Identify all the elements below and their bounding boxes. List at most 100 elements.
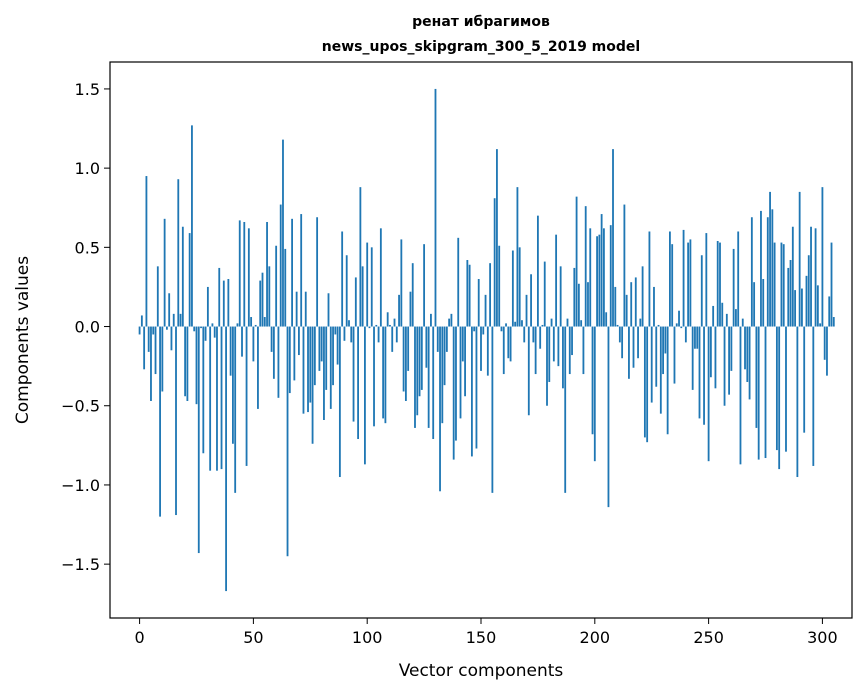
bar	[357, 326, 359, 440]
bar	[420, 326, 423, 390]
bar	[703, 326, 705, 425]
bar	[300, 214, 303, 327]
bar	[805, 275, 808, 327]
bar	[311, 326, 314, 444]
bar	[773, 242, 776, 327]
bar	[316, 217, 319, 327]
bar	[466, 260, 469, 327]
bar	[721, 302, 724, 327]
bar	[582, 326, 585, 375]
bar	[639, 318, 642, 327]
bar	[753, 282, 756, 327]
x-tick-label: 150	[466, 628, 497, 647]
bar	[291, 218, 293, 327]
bar	[473, 326, 476, 332]
bar	[557, 326, 560, 367]
bar	[516, 187, 519, 327]
bar	[669, 231, 671, 327]
bar	[616, 324, 619, 327]
bar	[464, 326, 466, 397]
bar	[275, 245, 278, 327]
bar	[234, 326, 237, 493]
bar	[181, 226, 184, 327]
bar	[714, 326, 717, 389]
bar	[764, 326, 767, 459]
bar	[145, 176, 148, 327]
bar	[416, 326, 419, 416]
bar	[814, 228, 817, 327]
bar	[266, 221, 268, 327]
bar	[625, 294, 628, 327]
y-tick-label: 1.0	[75, 159, 100, 178]
bar	[618, 326, 621, 343]
bar	[341, 231, 344, 327]
bar	[445, 326, 448, 352]
bar	[502, 326, 505, 375]
bar	[696, 326, 699, 349]
bar	[562, 326, 564, 389]
bar	[470, 326, 473, 457]
bar	[391, 326, 394, 352]
bar	[168, 293, 171, 327]
bar	[195, 326, 198, 405]
bar	[395, 326, 398, 343]
bar	[748, 326, 751, 400]
bar	[373, 326, 375, 427]
bar	[514, 321, 517, 327]
bar	[455, 326, 457, 441]
bar	[760, 210, 762, 327]
bar	[632, 326, 635, 368]
bar	[304, 291, 307, 327]
bar	[430, 313, 432, 327]
bar	[379, 228, 382, 327]
bar	[816, 285, 819, 327]
bar	[657, 324, 660, 327]
bar	[680, 326, 683, 329]
bar	[796, 326, 799, 478]
bar	[150, 326, 152, 401]
bar	[744, 326, 746, 370]
bar	[821, 187, 824, 327]
bar	[573, 267, 576, 327]
bar	[295, 291, 298, 327]
bar	[830, 242, 833, 327]
bar	[254, 324, 257, 327]
bar	[450, 313, 453, 327]
bar	[448, 318, 451, 327]
x-tick-label: 0	[134, 628, 144, 647]
bar	[477, 279, 480, 327]
bar	[229, 326, 232, 376]
bar	[678, 310, 680, 327]
bar	[509, 326, 512, 362]
bar	[812, 326, 815, 466]
bar	[541, 324, 544, 327]
bar	[243, 221, 246, 327]
bar	[318, 326, 321, 371]
bar	[694, 326, 696, 349]
bar	[213, 326, 216, 338]
bar	[227, 279, 230, 327]
bar	[623, 204, 626, 327]
bar	[293, 326, 296, 381]
bar	[552, 326, 555, 362]
bar	[452, 326, 455, 460]
x-axis-ticks: 0 50 100 150 200 250 300	[134, 618, 838, 647]
bar	[762, 279, 765, 327]
bar	[152, 326, 155, 335]
bar	[780, 242, 783, 327]
bar	[165, 326, 168, 330]
bar	[216, 326, 218, 471]
bar	[366, 242, 369, 327]
bar	[564, 326, 567, 493]
bar	[457, 237, 460, 327]
bar	[327, 293, 330, 327]
bar	[461, 326, 464, 362]
bar	[787, 267, 790, 327]
bar	[716, 241, 719, 327]
bar	[507, 326, 510, 359]
bar	[159, 326, 161, 517]
bar	[343, 326, 346, 341]
bar	[609, 225, 612, 327]
bar	[550, 318, 553, 327]
bar	[468, 264, 471, 327]
